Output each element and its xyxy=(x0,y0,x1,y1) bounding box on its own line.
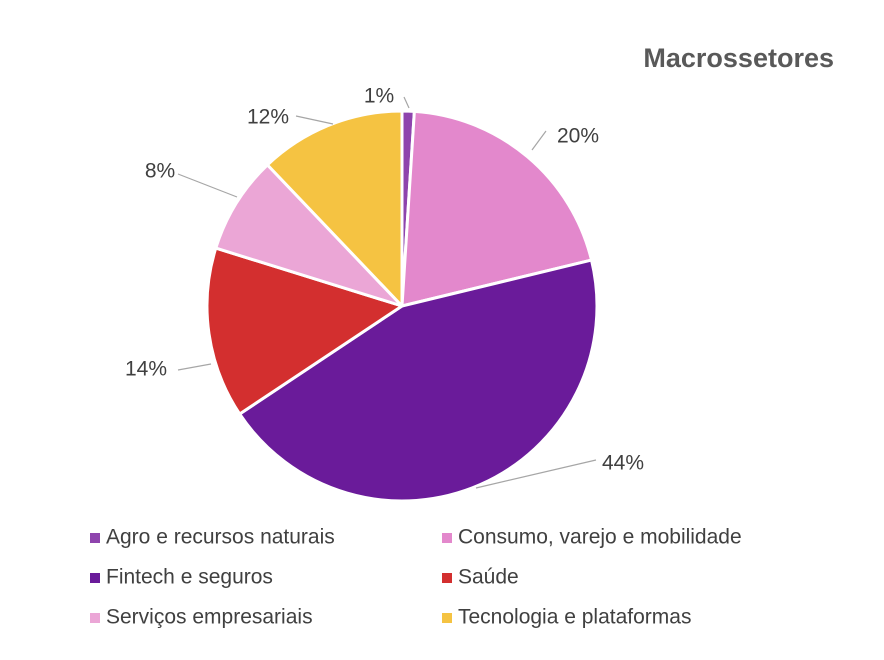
legend-label-1: Consumo, varejo e mobilidade xyxy=(458,526,742,549)
leader-line-1 xyxy=(531,130,547,151)
leader-line-5 xyxy=(295,115,334,125)
legend-label-0: Agro e recursos naturais xyxy=(106,526,335,549)
data-label-2: 44% xyxy=(602,452,644,475)
legend-swatch-1 xyxy=(442,533,452,543)
pie-slice-2 xyxy=(238,258,599,503)
legend-swatch-3 xyxy=(442,573,452,583)
data-label-5: 12% xyxy=(247,106,289,129)
legend-swatch-2 xyxy=(90,573,100,583)
leader-line-0 xyxy=(403,96,410,109)
leader-line-4 xyxy=(177,173,238,198)
chart-title: Macrossetores xyxy=(643,43,834,73)
pie-slice-1 xyxy=(400,109,593,308)
legend-label-5: Tecnologia e plataformas xyxy=(458,606,691,629)
pie-slice-3 xyxy=(205,246,404,416)
data-label-3: 14% xyxy=(125,358,167,381)
legend-label-2: Fintech e seguros xyxy=(106,566,273,589)
data-label-0: 1% xyxy=(364,85,394,108)
legend-label-3: Saúde xyxy=(458,566,519,589)
legend-swatch-4 xyxy=(90,613,100,623)
legend-swatch-0 xyxy=(90,533,100,543)
leader-line-3 xyxy=(177,363,212,371)
pie-slice-5 xyxy=(265,109,404,308)
legend-label-4: Serviços empresariais xyxy=(106,606,313,629)
pie-slices xyxy=(205,109,599,503)
data-label-1: 20% xyxy=(557,125,599,148)
leader-lines xyxy=(177,96,597,489)
leader-line-2 xyxy=(475,459,597,489)
data-label-4: 8% xyxy=(145,160,175,183)
data-labels: 1% 20% 44% 14% 8% 12% xyxy=(125,85,644,475)
legend-swatch-5 xyxy=(442,613,452,623)
pie-slice-4 xyxy=(214,163,404,308)
legend: Agro e recursos naturais Consumo, varejo … xyxy=(90,526,742,629)
